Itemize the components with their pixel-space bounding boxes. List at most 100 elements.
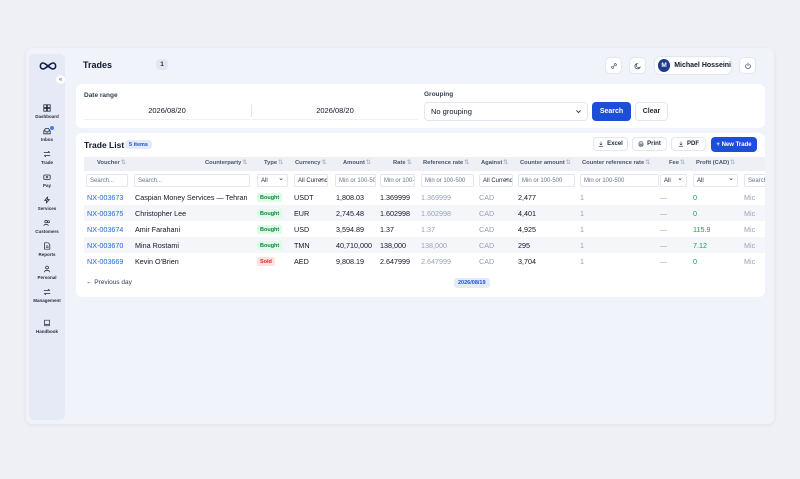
date-to-input[interactable]: 2026/08/20	[252, 102, 418, 120]
download-icon	[678, 141, 684, 147]
grouping-label: Grouping	[424, 91, 454, 98]
fee-cell: —	[660, 209, 668, 218]
new-trade-button[interactable]: + New Trade	[711, 137, 757, 152]
voucher-link[interactable]: NX-003670	[87, 241, 124, 250]
against-cell: CAD	[479, 257, 495, 266]
fee-cell: —	[660, 193, 668, 202]
extra-cell: Mic	[744, 193, 756, 202]
table-row[interactable]: NX-003670 Mina Rostami Bought TMN 40,710…	[84, 237, 765, 253]
export-pdf-button[interactable]: PDF	[671, 137, 706, 151]
counterparty-search-input[interactable]: Search...	[134, 174, 250, 187]
moon-icon	[634, 62, 641, 69]
column-header-reference-rate[interactable]: Reference rate⇅	[423, 160, 470, 166]
counter-amount-cell: 3,704	[518, 257, 536, 266]
reference-rate-cell: 1.37	[421, 225, 435, 234]
amount-cell: 3,594.89	[336, 225, 364, 234]
voucher-search-input[interactable]: Search...	[86, 174, 128, 187]
amount-filter-input[interactable]: Min or 100-500	[335, 174, 376, 187]
sidebar-item-dashboard[interactable]: Dashboard	[29, 104, 65, 119]
sidebar-item-label: Pay	[42, 183, 51, 188]
against-cell: CAD	[479, 225, 495, 234]
swap-icon	[43, 150, 51, 158]
sort-icon: ⇅	[321, 160, 327, 166]
column-header-counterparty[interactable]: Counterparty⇅	[205, 160, 248, 166]
against-filter-select[interactable]: All Currencies	[479, 174, 513, 187]
fee-filter-select[interactable]: All	[660, 174, 687, 187]
pdf-label: PDF	[687, 141, 699, 147]
profit-filter-select[interactable]: All	[693, 174, 738, 187]
type-filter-select[interactable]: All	[257, 174, 288, 187]
column-header-amount[interactable]: Amount⇅	[343, 160, 371, 166]
voucher-link[interactable]: NX-003673	[87, 193, 124, 202]
type-badge: Bought	[257, 193, 283, 202]
column-header-counter-reference-rate[interactable]: Counter reference rate⇅	[582, 160, 651, 166]
sidebar-item-customers[interactable]: Customers	[29, 219, 65, 234]
rate-filter-input[interactable]: Min or 100-500	[380, 174, 415, 187]
collapse-sidebar-button[interactable]: «	[56, 75, 65, 84]
date-from-input[interactable]: 2026/08/20	[84, 102, 250, 120]
infinity-logo-icon	[39, 62, 57, 70]
download-icon	[599, 141, 604, 147]
table-row[interactable]: NX-003669 Kevin O'Brien Sold AED 9,808.1…	[84, 253, 765, 269]
clear-button[interactable]: Clear	[635, 102, 668, 121]
sort-icon: ⇅	[406, 160, 412, 166]
book-icon	[44, 319, 50, 327]
previous-day-link[interactable]: ← Previous day	[86, 279, 132, 286]
sidebar-item-pay[interactable]: Pay	[29, 173, 65, 188]
extra-search-input[interactable]: Search...	[744, 174, 765, 187]
voucher-link[interactable]: NX-003674	[87, 225, 124, 234]
sidebar-item-label: Management	[33, 298, 61, 303]
link-icon	[610, 62, 617, 69]
counterparty-cell: Kevin O'Brien	[135, 257, 179, 266]
column-header-currency[interactable]: Currency⇅	[295, 160, 327, 166]
extra-cell: Mic	[744, 225, 756, 234]
search-button[interactable]: Search	[592, 102, 631, 121]
rate-cell: 1.602998	[380, 209, 410, 218]
sidebar-item-inbox[interactable]: Inbox	[29, 126, 65, 142]
dashboard-icon	[43, 104, 51, 112]
column-header-rate[interactable]: Rate⇅	[393, 160, 412, 166]
column-header-counter-amount[interactable]: Counter amount⇅	[520, 160, 571, 166]
user-menu[interactable]: M Michael Hosseini	[654, 56, 732, 75]
column-header-against[interactable]: Against⇅	[481, 160, 509, 166]
column-header-fee[interactable]: Fee⇅	[669, 160, 685, 166]
currency-cell: EUR	[294, 209, 310, 218]
export-excel-button[interactable]: Excel	[593, 137, 628, 151]
sidebar-item-reports[interactable]: Reports	[29, 242, 65, 257]
extra-cell: Mic	[744, 241, 756, 250]
reference-rate-cell: 138,000	[421, 241, 447, 250]
sidebar-item-personal[interactable]: Personal	[29, 265, 65, 280]
table-row[interactable]: NX-003674 Amir Farahani Bought USD 3,594…	[84, 221, 765, 237]
page-count-badge: 1	[156, 59, 168, 70]
column-header-type[interactable]: Type⇅	[264, 160, 283, 166]
sidebar-item-services[interactable]: Services	[29, 196, 65, 211]
sidebar-item-management[interactable]: Management	[29, 288, 65, 303]
column-header-voucher[interactable]: Voucher⇅	[97, 160, 126, 166]
voucher-link[interactable]: NX-003669	[87, 257, 124, 266]
counter-reference-rate-cell: 1	[580, 193, 584, 202]
print-button[interactable]: Print	[632, 137, 667, 151]
sort-icon: ⇅	[365, 160, 371, 166]
counter-amount-cell: 4,925	[518, 225, 536, 234]
fee-cell: —	[660, 257, 668, 266]
app-window: « Dashboard Inbox Trade Pay Services Cus…	[26, 48, 774, 424]
logout-button[interactable]	[739, 57, 756, 74]
grouping-select[interactable]: No grouping	[424, 102, 588, 121]
voucher-link[interactable]: NX-003675	[87, 209, 124, 218]
sort-icon: ⇅	[730, 160, 736, 166]
counter-amount-cell: 295	[518, 241, 530, 250]
column-header-profit[interactable]: Profit (CAD)⇅	[696, 160, 736, 166]
currency-filter-select[interactable]: All Currencies	[294, 174, 328, 187]
table-row[interactable]: NX-003673 Caspian Money Services — Tehra…	[84, 189, 765, 205]
dark-mode-toggle[interactable]	[629, 57, 646, 74]
table-row[interactable]: NX-003675 Christopher Lee Bought EUR 2,7…	[84, 205, 765, 221]
swap-icon	[43, 288, 51, 296]
sort-icon: ⇅	[278, 160, 283, 166]
copy-link-button[interactable]	[605, 57, 622, 74]
counter-reference-rate-filter-input[interactable]: Min or 100-500	[580, 174, 659, 187]
reference-rate-filter-input[interactable]: Min or 100-500	[421, 174, 474, 187]
sidebar-item-trade[interactable]: Trade	[29, 150, 65, 165]
counter-amount-filter-input[interactable]: Min or 100-500	[518, 174, 575, 187]
counterparty-cell: Amir Farahani	[135, 225, 181, 234]
sidebar-item-handbook[interactable]: Handbook	[29, 319, 65, 334]
